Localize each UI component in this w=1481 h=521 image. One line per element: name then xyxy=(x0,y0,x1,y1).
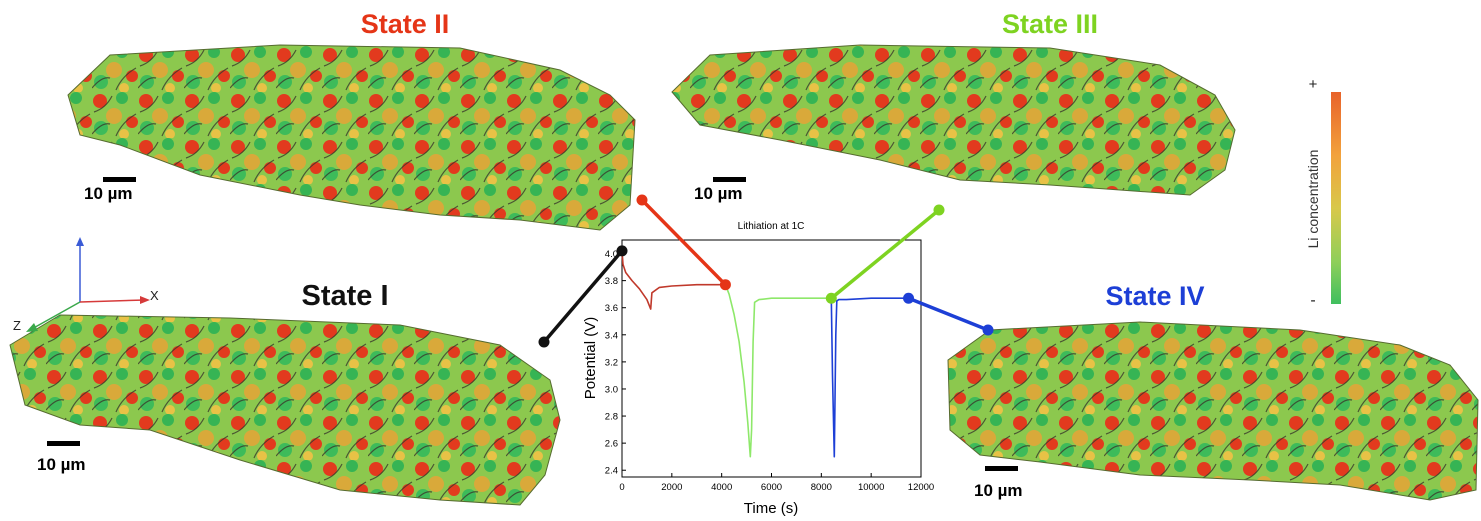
colorbar: + - Li concentration xyxy=(1305,76,1341,309)
state-marker-2 xyxy=(719,279,731,291)
state-iv-microstructure xyxy=(947,321,1479,501)
state-iii-title: State III xyxy=(1002,9,1098,39)
y-tick-label: 2.4 xyxy=(605,466,618,477)
y-tick-label: 3.8 xyxy=(605,276,618,287)
x-tick-label: 10000 xyxy=(858,482,884,493)
y-tick-label: 2.8 xyxy=(605,412,618,423)
state-iv-title: State IV xyxy=(1105,281,1204,311)
potential-chart: Lithiation at 1C Time (s) Potential (V) … xyxy=(582,221,934,517)
series-line-1 xyxy=(621,250,726,310)
state-iii-panel: State III 10 µm xyxy=(671,9,1236,203)
colorbar-gradient xyxy=(1331,92,1341,304)
connector-state-i-end xyxy=(538,336,550,348)
state-iii-scalebar xyxy=(713,177,746,182)
triad-z-axis xyxy=(29,301,81,331)
y-ticks: 2.4 2.6 2.8 3.0 3.2 3.4 3.6 3.8 4.0 xyxy=(605,249,626,477)
chart-series xyxy=(621,250,909,458)
state-ii-scale-label: 10 µm xyxy=(84,184,133,203)
connector-state-iii-end xyxy=(933,204,945,216)
connectors xyxy=(538,194,994,348)
state-i-microstructure xyxy=(9,314,561,506)
y-tick-label: 2.6 xyxy=(605,439,618,450)
triad-x-axis xyxy=(79,299,146,303)
state-i-title: State I xyxy=(301,280,388,312)
chart-title: Lithiation at 1C xyxy=(738,221,805,232)
colorbar-minus: - xyxy=(1310,292,1315,309)
y-tick-label: 3.4 xyxy=(605,330,618,341)
connector-state-iv xyxy=(907,296,989,332)
x-axis-label: Time (s) xyxy=(744,500,798,517)
state-ii-title: State II xyxy=(361,9,450,39)
state-i-scale-label: 10 µm xyxy=(37,455,86,474)
state-marker-4 xyxy=(903,292,915,304)
series-line-2 xyxy=(724,284,832,458)
x-tick-label: 0 xyxy=(619,482,624,493)
y-tick-label: 4.0 xyxy=(605,249,618,260)
state-iii-microstructure xyxy=(671,44,1236,196)
x-tick-label: 8000 xyxy=(811,482,832,493)
x-tick-label: 6000 xyxy=(761,482,782,493)
state-iv-panel: State IV 10 µm xyxy=(947,281,1479,501)
state-i-scalebar xyxy=(47,441,80,446)
state-iii-scale-label: 10 µm xyxy=(694,184,743,203)
y-tick-label: 3.0 xyxy=(605,384,618,395)
series-line-3 xyxy=(830,297,909,458)
state-iv-scale-label: 10 µm xyxy=(974,481,1023,500)
colorbar-plus: + xyxy=(1309,76,1318,93)
colorbar-label: Li concentration xyxy=(1305,150,1321,249)
state-markers xyxy=(616,245,915,304)
state-marker-3 xyxy=(825,292,837,304)
triad-z-label: Z xyxy=(13,318,21,333)
state-marker-1 xyxy=(616,245,628,257)
y-tick-label: 3.2 xyxy=(605,357,618,368)
x-ticks: 0 2000 4000 6000 8000 10000 12000 xyxy=(619,473,934,493)
connector-state-i xyxy=(542,249,624,344)
state-ii-scalebar xyxy=(103,177,136,182)
state-ii-microstructure xyxy=(67,44,636,231)
state-ii-panel: State II 10 µm xyxy=(67,9,636,231)
x-tick-label: 4000 xyxy=(711,482,732,493)
x-tick-label: 12000 xyxy=(908,482,934,493)
connector-state-iii xyxy=(830,208,941,300)
y-axis-label: Potential (V) xyxy=(582,317,599,400)
state-i-panel: State I 10 µm xyxy=(9,280,561,506)
connector-state-ii xyxy=(640,198,727,286)
connector-state-iv-end xyxy=(982,324,994,336)
x-tick-label: 2000 xyxy=(661,482,682,493)
axes-triad: X Z xyxy=(13,237,159,333)
triad-x-label: X xyxy=(150,288,159,303)
state-iv-scalebar xyxy=(985,466,1018,471)
connector-state-ii-end xyxy=(636,194,648,206)
y-tick-label: 3.6 xyxy=(605,303,618,314)
plot-frame xyxy=(621,239,922,478)
